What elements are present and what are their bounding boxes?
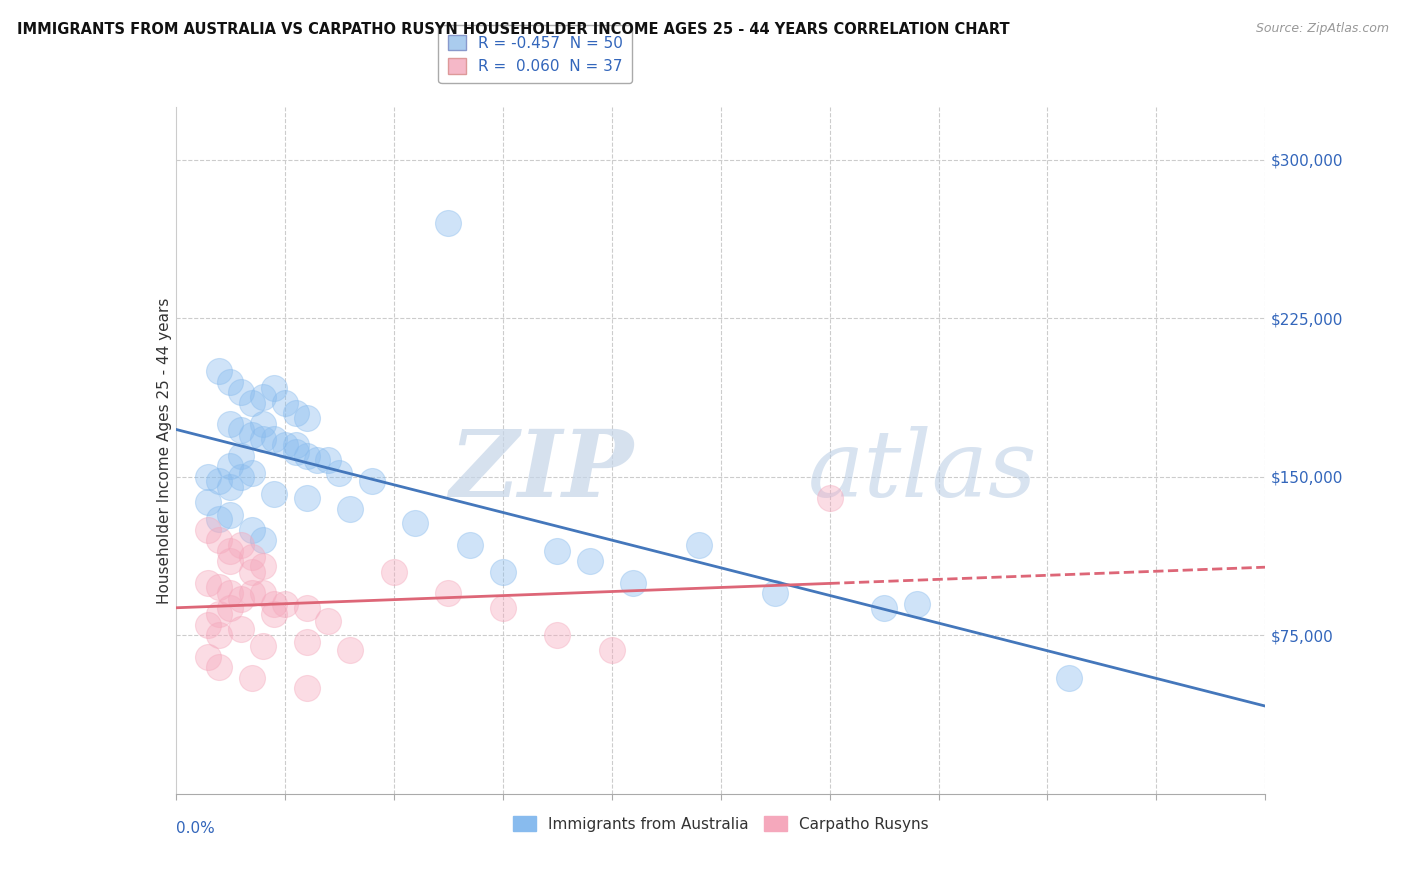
Point: [219, 375, 242, 389]
Point: [295, 681, 318, 696]
Point: [208, 512, 231, 526]
Point: [197, 470, 219, 484]
Point: [284, 407, 307, 421]
Point: [458, 537, 481, 551]
Point: [873, 601, 896, 615]
Point: [437, 586, 460, 600]
Point: [219, 554, 242, 568]
Point: [382, 565, 405, 579]
Point: [197, 617, 219, 632]
Point: [492, 601, 515, 615]
Y-axis label: Householder Income Ages 25 - 44 years: Householder Income Ages 25 - 44 years: [157, 297, 172, 604]
Point: [252, 639, 274, 653]
Point: [197, 523, 219, 537]
Point: [263, 381, 285, 395]
Point: [546, 544, 568, 558]
Point: [339, 501, 361, 516]
Point: [818, 491, 841, 505]
Text: Source: ZipAtlas.com: Source: ZipAtlas.com: [1256, 22, 1389, 36]
Point: [219, 417, 242, 431]
Point: [208, 607, 231, 622]
Point: [263, 432, 285, 446]
Point: [252, 533, 274, 548]
Point: [579, 554, 602, 568]
Point: [295, 601, 318, 615]
Point: [295, 634, 318, 648]
Point: [231, 423, 253, 437]
Text: IMMIGRANTS FROM AUSTRALIA VS CARPATHO RUSYN HOUSEHOLDER INCOME AGES 25 - 44 YEAR: IMMIGRANTS FROM AUSTRALIA VS CARPATHO RU…: [17, 22, 1010, 37]
Point: [240, 671, 263, 685]
Point: [252, 417, 274, 431]
Point: [208, 580, 231, 594]
Legend: Immigrants from Australia, Carpatho Rusyns: Immigrants from Australia, Carpatho Rusy…: [506, 810, 935, 838]
Point: [219, 586, 242, 600]
Point: [688, 537, 710, 551]
Point: [295, 449, 318, 463]
Point: [252, 558, 274, 573]
Point: [231, 449, 253, 463]
Point: [208, 660, 231, 674]
Point: [240, 586, 263, 600]
Point: [621, 575, 644, 590]
Point: [240, 466, 263, 480]
Point: [219, 508, 242, 522]
Point: [437, 216, 460, 230]
Point: [219, 544, 242, 558]
Point: [240, 523, 263, 537]
Point: [219, 459, 242, 474]
Point: [208, 474, 231, 488]
Point: [231, 622, 253, 636]
Point: [231, 537, 253, 551]
Point: [318, 614, 340, 628]
Point: [263, 487, 285, 501]
Point: [208, 364, 231, 378]
Text: ZIP: ZIP: [449, 426, 633, 516]
Point: [219, 601, 242, 615]
Point: [318, 453, 340, 467]
Point: [197, 649, 219, 664]
Point: [339, 643, 361, 657]
Point: [307, 453, 329, 467]
Point: [405, 516, 427, 531]
Point: [240, 565, 263, 579]
Point: [240, 427, 263, 442]
Point: [197, 495, 219, 509]
Text: atlas: atlas: [807, 426, 1038, 516]
Point: [231, 470, 253, 484]
Point: [274, 396, 297, 410]
Point: [208, 533, 231, 548]
Point: [295, 491, 318, 505]
Text: 0.0%: 0.0%: [176, 822, 215, 837]
Point: [219, 480, 242, 494]
Point: [252, 432, 274, 446]
Point: [600, 643, 623, 657]
Point: [1057, 671, 1080, 685]
Point: [763, 586, 786, 600]
Point: [240, 396, 263, 410]
Point: [546, 628, 568, 642]
Point: [905, 597, 928, 611]
Point: [284, 438, 307, 452]
Point: [263, 597, 285, 611]
Point: [252, 586, 274, 600]
Point: [252, 390, 274, 404]
Point: [274, 597, 297, 611]
Point: [208, 628, 231, 642]
Point: [295, 410, 318, 425]
Point: [284, 444, 307, 458]
Point: [274, 438, 297, 452]
Point: [492, 565, 515, 579]
Point: [240, 550, 263, 565]
Point: [197, 575, 219, 590]
Point: [328, 466, 350, 480]
Point: [360, 474, 382, 488]
Point: [263, 607, 285, 622]
Point: [231, 592, 253, 607]
Point: [231, 385, 253, 400]
